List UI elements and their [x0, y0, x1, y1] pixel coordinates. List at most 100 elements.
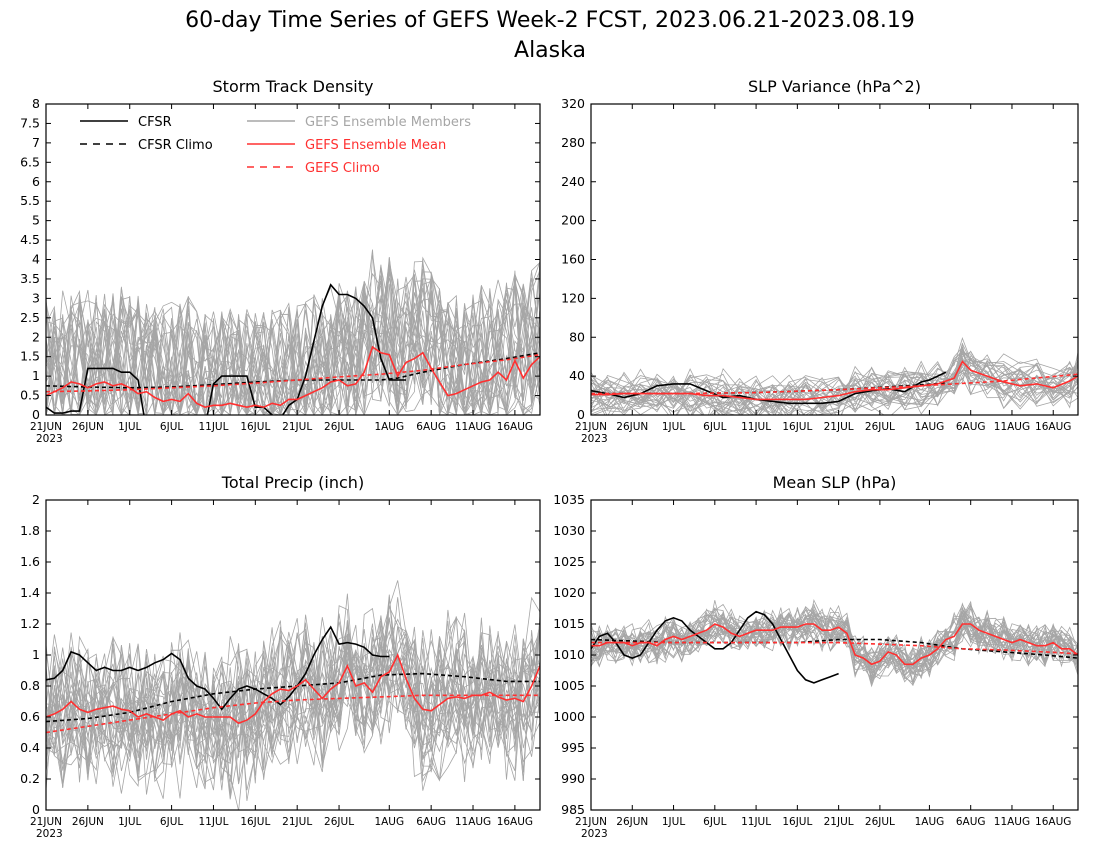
- x-tick-label: 1AUG: [374, 816, 404, 828]
- x-tick-label: 6JUL: [703, 816, 726, 828]
- ensemble-member-line: [591, 358, 1078, 415]
- ensemble-member-line: [46, 624, 540, 781]
- x-tick-label: 21JUN: [575, 816, 607, 828]
- y-tick-label: 160: [561, 252, 585, 267]
- ensemble-member-line: [46, 272, 540, 415]
- figure-subtitle: Alaska: [514, 38, 586, 63]
- chart-title: Storm Track Density: [213, 77, 374, 96]
- y-tick-label: 990: [561, 771, 585, 786]
- y-tick-label: 3.5: [20, 271, 40, 286]
- x-tick-label: 1JUL: [118, 421, 141, 433]
- y-tick-label: 1.4: [20, 585, 40, 600]
- x-tick-label: 26JUL: [324, 421, 354, 433]
- x-year-label: 2023: [581, 433, 608, 445]
- figure-title: 60-day Time Series of GEFS Week-2 FCST, …: [185, 8, 915, 33]
- x-tick-label: 21JUL: [824, 816, 854, 828]
- gefs-ensemble-mean-line: [46, 345, 540, 409]
- x-year-label: 2023: [581, 828, 608, 840]
- ensemble-member-line: [46, 284, 540, 415]
- x-tick-label: 16AUG: [1035, 421, 1071, 433]
- ensemble-member-line: [46, 605, 540, 787]
- y-tick-label: 0.4: [20, 740, 40, 755]
- x-tick-label: 11AUG: [455, 421, 491, 433]
- x-tick-label: 16AUG: [1035, 816, 1071, 828]
- x-tick-label: 16AUG: [497, 816, 533, 828]
- y-tick-label: 0.6: [20, 709, 40, 724]
- ensemble-member-line: [591, 607, 1078, 682]
- y-tick-label: 2.5: [20, 310, 40, 325]
- gefs-ensemble-mean-line: [46, 652, 540, 725]
- ensemble-member-line: [46, 624, 540, 765]
- ensemble-member-line: [46, 594, 540, 779]
- ensemble-member-line: [46, 270, 540, 415]
- y-tick-label: 8: [32, 96, 40, 111]
- chart-panel-2: SLP Variance (hPa^2) 0 40 80 120 160 200 240 280…: [561, 77, 1079, 445]
- ensemble-member-line: [46, 629, 540, 800]
- y-tick-label: 5: [32, 213, 40, 228]
- x-tick-label: 6AUG: [956, 816, 986, 828]
- x-year-label: 2023: [36, 433, 63, 445]
- ensemble-member-line: [591, 369, 1078, 415]
- ensemble-member-line: [591, 609, 1078, 671]
- x-tick-label: 11AUG: [994, 421, 1030, 433]
- y-tick-label: 1010: [553, 647, 585, 662]
- ensemble-member-line: [591, 608, 1078, 677]
- y-tick-label: 200: [561, 213, 585, 228]
- ensemble-member-line: [591, 612, 1078, 669]
- x-tick-label: 11AUG: [994, 816, 1030, 828]
- y-tick-label: 4: [32, 252, 40, 267]
- cfsr-line: [46, 367, 145, 415]
- x-tick-label: 11JUL: [741, 421, 771, 433]
- y-tick-label: 1.8: [20, 523, 40, 538]
- chart-title: SLP Variance (hPa^2): [748, 77, 921, 96]
- x-tick-label: 26JUL: [865, 421, 895, 433]
- legend-label: CFSR Climo: [138, 138, 213, 153]
- y-tick-label: 120: [561, 290, 585, 305]
- y-tick-label: 0.5: [20, 388, 40, 403]
- gefs-climo-line: [591, 373, 1078, 395]
- legend-label: GEFS Ensemble Mean: [305, 138, 446, 153]
- x-tick-label: 6AUG: [956, 421, 986, 433]
- x-tick-label: 11AUG: [455, 816, 491, 828]
- x-tick-label: 1AUG: [374, 421, 404, 433]
- x-tick-label: 16JUL: [240, 816, 270, 828]
- ensemble-member-line: [46, 277, 540, 415]
- ensemble-member-line: [46, 257, 540, 415]
- y-tick-label: 2: [32, 329, 40, 344]
- x-tick-label: 1JUL: [118, 816, 141, 828]
- y-tick-label: 0: [32, 407, 40, 422]
- y-tick-label: 0: [32, 802, 40, 817]
- x-tick-label: 26JUN: [616, 816, 648, 828]
- chart-title: Total Precip (inch): [221, 473, 364, 492]
- cfsr-line: [46, 625, 390, 711]
- y-tick-label: 240: [561, 174, 585, 189]
- chart-panel-4: Mean SLP (hPa) 985 990 995 1000 1005 1010 1015 1…: [553, 473, 1079, 840]
- y-tick-label: 280: [561, 135, 585, 150]
- ensemble-member-line: [46, 620, 540, 787]
- x-tick-label: 11JUL: [198, 816, 228, 828]
- x-tick-label: 6JUL: [160, 816, 183, 828]
- y-tick-label: 1020: [553, 585, 585, 600]
- plot-area: [591, 336, 1078, 415]
- y-tick-label: 1005: [553, 678, 585, 693]
- y-tick-label: 1.2: [20, 616, 40, 631]
- y-tick-label: 6: [32, 174, 40, 189]
- x-tick-label: 11JUL: [198, 421, 228, 433]
- legend-label: GEFS Climo: [305, 161, 380, 176]
- y-tick-label: 1: [32, 368, 40, 383]
- x-tick-label: 21JUL: [282, 816, 312, 828]
- y-tick-label: 0.2: [20, 771, 40, 786]
- x-tick-label: 1JUL: [662, 816, 685, 828]
- x-tick-label: 11JUL: [741, 816, 771, 828]
- y-tick-label: 1035: [553, 492, 585, 507]
- cfsr-climo-line: [46, 352, 540, 389]
- ensemble-member-line: [46, 618, 540, 778]
- y-tick-label: 1025: [553, 554, 585, 569]
- ensemble-member-line: [591, 350, 1078, 415]
- y-tick-label: 6.5: [20, 154, 40, 169]
- x-tick-label: 26JUN: [72, 816, 104, 828]
- gefs-ensemble-mean-line: [591, 623, 1078, 666]
- y-tick-label: 1.5: [20, 349, 40, 364]
- plot-area: [591, 598, 1078, 688]
